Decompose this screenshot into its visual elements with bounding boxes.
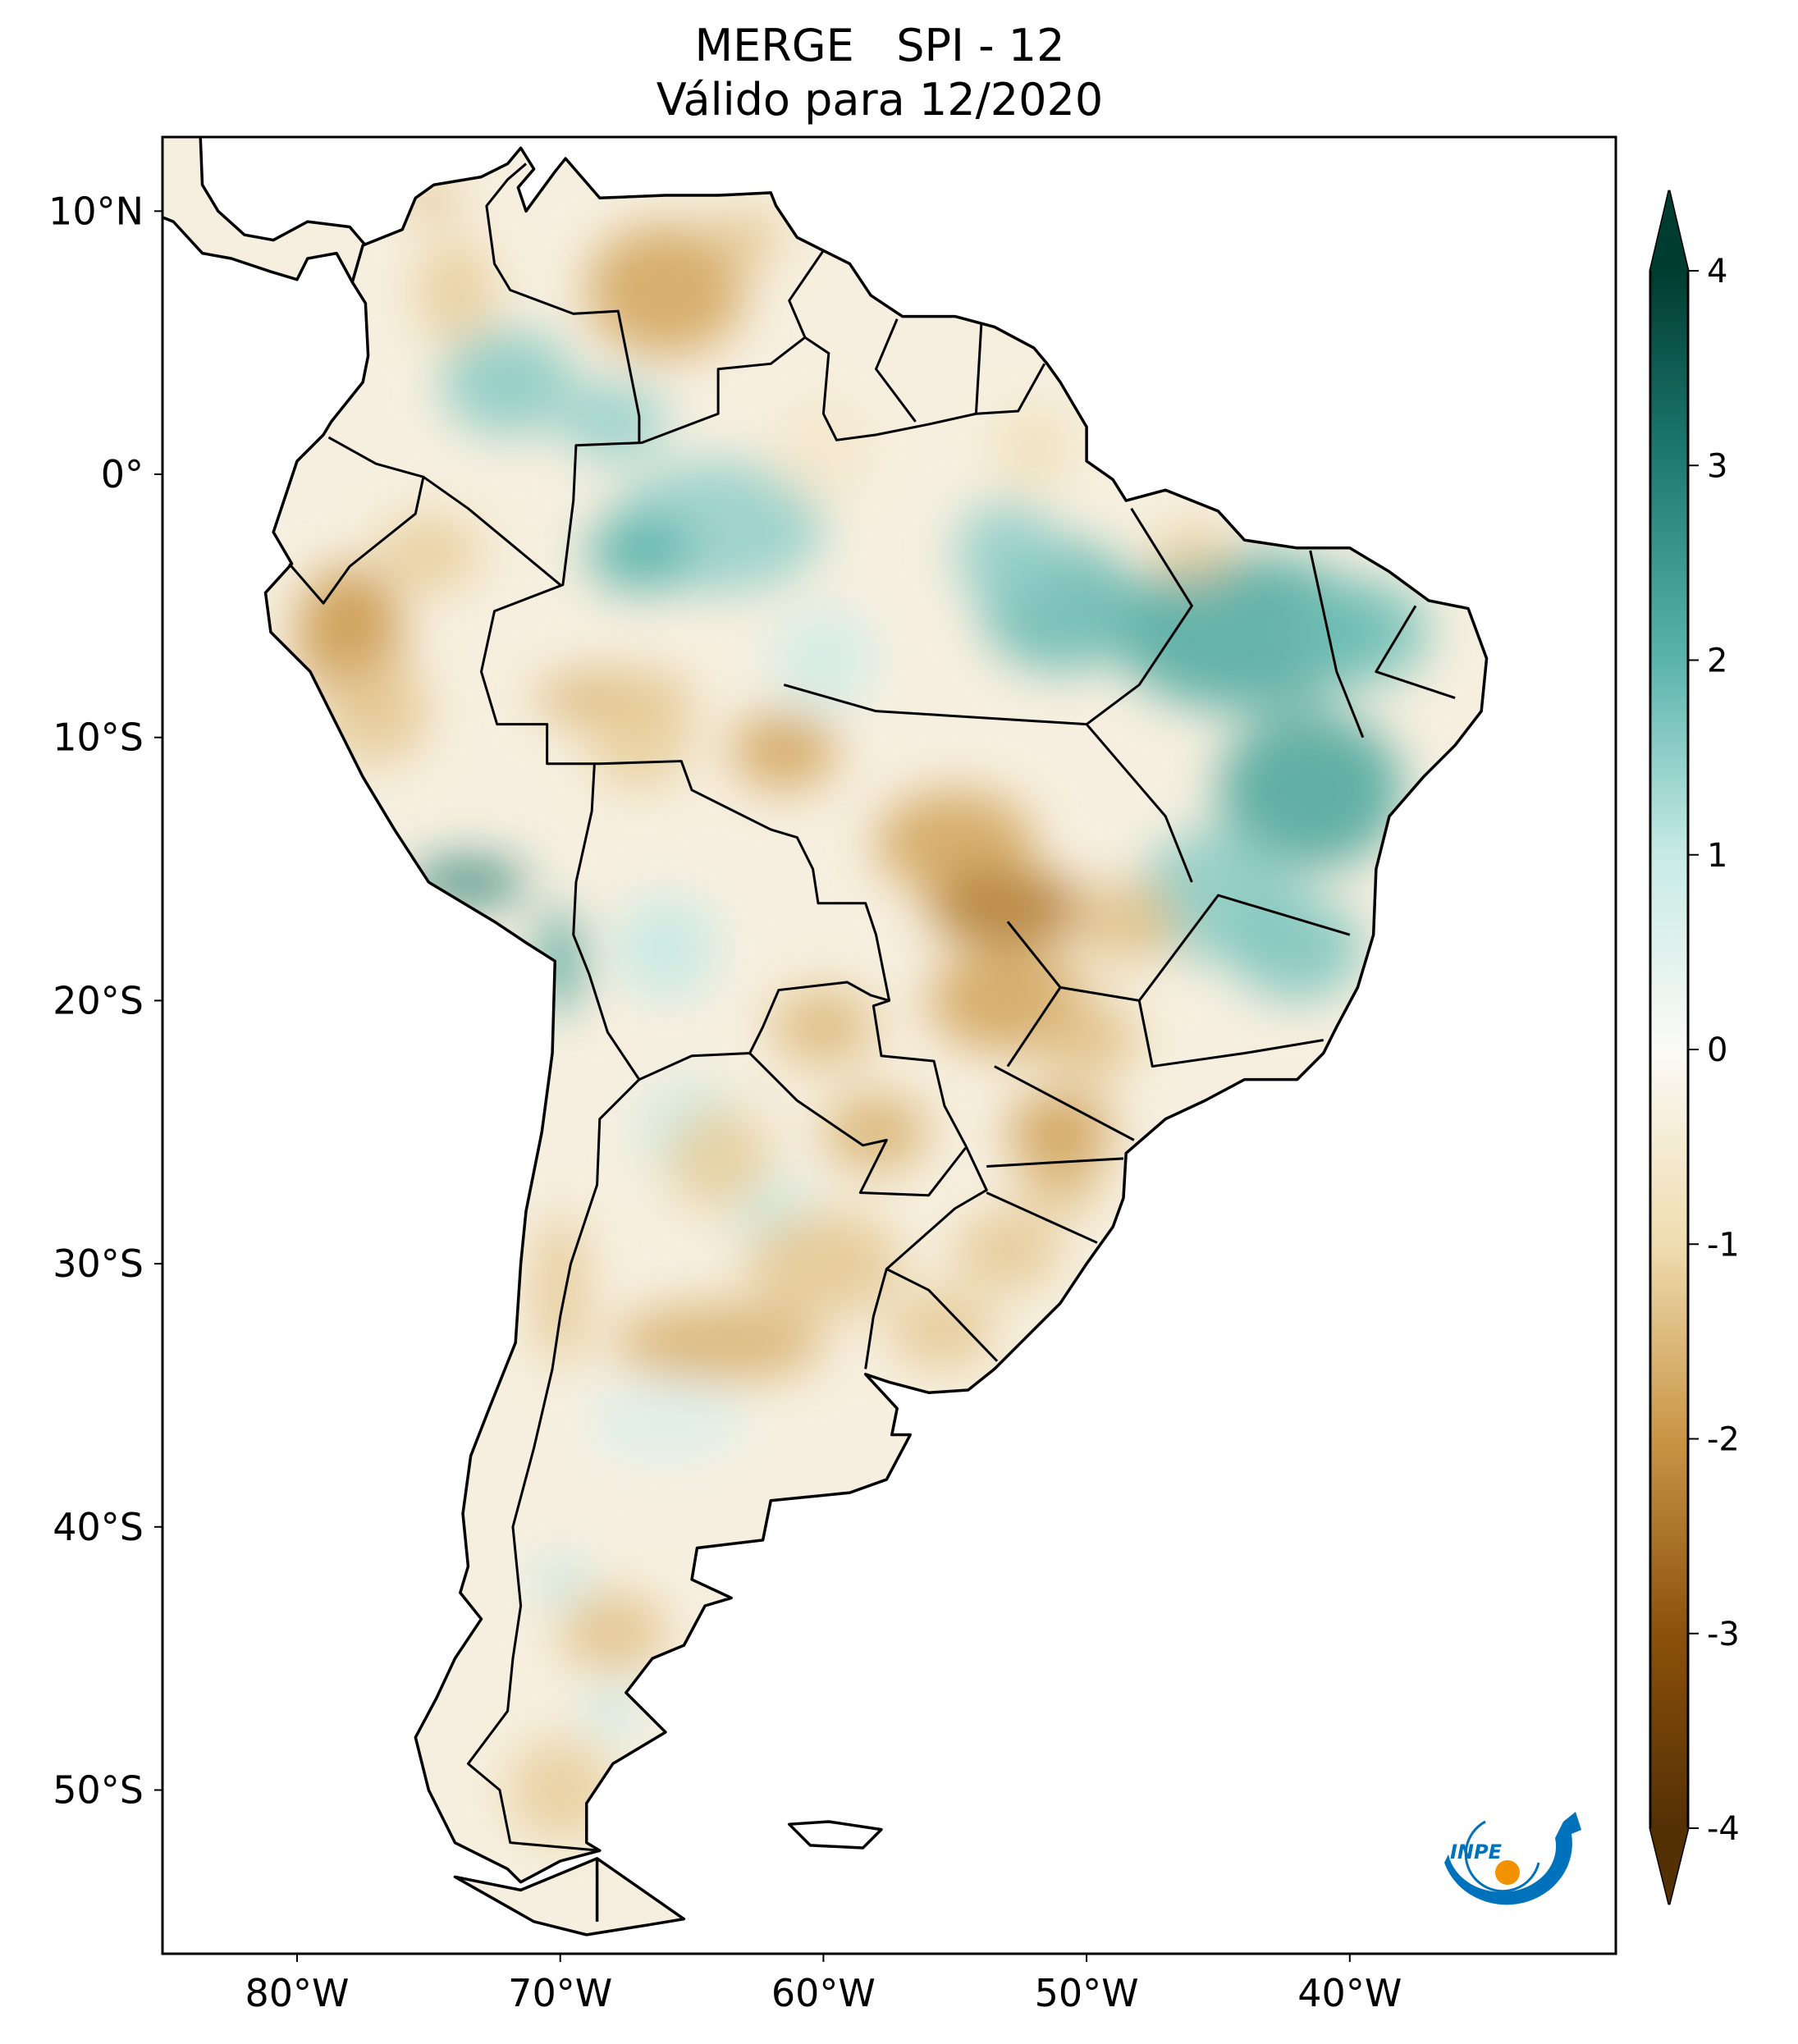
- logo-orbit-line: [1464, 1820, 1540, 1893]
- colorbar: 4 3 2 1 0 -1 -2 -3 -4: [1649, 190, 1740, 1905]
- guianas-borders: [789, 250, 981, 421]
- spi-anomaly-patch: [1218, 711, 1402, 870]
- spi-anomaly-patch: [1033, 1000, 1140, 1080]
- colorbar-tick-label: 2: [1707, 642, 1727, 680]
- spi-anomaly-patch: [415, 237, 495, 343]
- spi-anomaly-patch: [323, 658, 429, 764]
- spi-anomaly-patch: [994, 408, 1074, 488]
- spi-anomaly-patch: [376, 514, 482, 593]
- lon-tick-label: 60°W: [771, 1971, 876, 2015]
- lat-tick-label: 0°: [101, 452, 144, 496]
- spi-anomaly-patch: [771, 606, 876, 711]
- spi-anomaly-patch: [1073, 882, 1179, 962]
- colorbar-tick-label: 4: [1707, 253, 1727, 290]
- spi-anomaly-patch: [586, 1685, 639, 1738]
- lat-tick-label: 40°S: [53, 1505, 144, 1549]
- colorbar-tick-label: -2: [1707, 1421, 1740, 1459]
- lat-tick-label: 20°S: [53, 978, 144, 1022]
- spi-anomaly-patch: [533, 1552, 587, 1607]
- spi-anomaly-patch: [1152, 527, 1232, 580]
- spi-anomaly-patch: [889, 1290, 995, 1370]
- colorbar-tick-label: 3: [1707, 447, 1727, 485]
- inpe-logo: INPE: [1444, 1812, 1581, 1905]
- spi-anomaly-patch: [1297, 579, 1430, 685]
- lon-tick-label: 50°W: [1035, 1971, 1139, 2015]
- spi-anomaly-patch: [441, 329, 574, 435]
- longitude-axis: 80°W 70°W 60°W 50°W 40°W: [245, 1954, 1402, 2015]
- plot-frame: [161, 135, 1617, 1955]
- spi-anomaly-patch: [771, 395, 876, 501]
- logo-text: INPE: [1450, 1841, 1503, 1863]
- colombia-venezuela-border: [487, 164, 639, 443]
- spi-anomaly-patch: [507, 1737, 613, 1843]
- lat-tick-label: 10°N: [48, 189, 144, 233]
- colombia-peru-border: [423, 477, 560, 584]
- spi-anomaly-patch: [586, 1382, 745, 1461]
- colorbar-body: [1649, 190, 1690, 1905]
- lon-tick-label: 40°W: [1297, 1971, 1402, 2015]
- colorbar-extend-max: [1650, 190, 1688, 271]
- spi-anomaly-patch: [744, 1210, 903, 1317]
- brazil-border: [481, 337, 1044, 1361]
- colorbar-tick-label: 0: [1707, 1031, 1727, 1069]
- spi-anomaly-patch: [1231, 895, 1363, 1001]
- logo-dot: [1495, 1860, 1520, 1885]
- map-area: [162, 137, 1487, 1935]
- colorbar-tick-label: -1: [1707, 1226, 1740, 1264]
- ecuador-borders: [289, 437, 423, 603]
- lon-tick-label: 70°W: [508, 1971, 612, 2015]
- argentina-uruguay-border: [866, 1269, 887, 1370]
- spi-anomaly-patch: [928, 869, 1087, 949]
- lon-tick-label: 80°W: [245, 1971, 349, 2015]
- spi-field: [297, 182, 1430, 1843]
- spi-anomaly-patch: [954, 501, 1061, 606]
- spi-anomaly-patch: [823, 1092, 929, 1172]
- chart-subtitle: Válido para 12/2020: [657, 74, 1103, 126]
- spi-anomaly-patch: [612, 1303, 824, 1383]
- spi-anomaly-patch: [1007, 1092, 1114, 1172]
- lat-tick-label: 50°S: [53, 1768, 144, 1813]
- spi-anomaly-patch: [612, 895, 719, 1001]
- latitude-axis: 10°N 0° 10°S 20°S 30°S 40°S 50°S: [48, 189, 162, 1813]
- spi-anomaly-patch: [771, 987, 876, 1067]
- falkland-islands: [789, 1822, 881, 1848]
- spi-anomaly-patch: [954, 1210, 1061, 1291]
- argentina-chile-border: [468, 764, 638, 1850]
- central-america-land: [162, 137, 366, 282]
- tierra-del-fuego-land: [455, 1858, 684, 1935]
- spi-anomaly-patch: [560, 1592, 666, 1672]
- spi-anomaly-patch: [731, 711, 837, 790]
- argentina-bolivia-paraguay-border: [639, 982, 966, 1196]
- spi-anomaly-patch: [586, 224, 745, 356]
- lat-tick-label: 30°S: [53, 1241, 144, 1286]
- spi-anomaly-patch: [665, 1105, 771, 1211]
- colorbar-tick-label: -3: [1707, 1616, 1740, 1653]
- spi-anomaly-patch: [876, 789, 1034, 896]
- logo-arrow-icon: [1444, 1812, 1581, 1905]
- colorbar-tick-label: -4: [1707, 1810, 1740, 1848]
- spi-anomaly-patch: [1020, 1158, 1100, 1211]
- spi-anomaly-patch: [705, 211, 785, 264]
- spi-anomaly-patch: [586, 514, 693, 593]
- colorbar-extend-min: [1650, 1828, 1688, 1905]
- spi-anomaly-patch: [586, 684, 693, 790]
- colorbar-tick-label: 1: [1707, 837, 1727, 875]
- spi-anomaly-patch: [533, 1210, 587, 1370]
- brazil-states-borders: [784, 509, 1455, 1243]
- lat-tick-label: 10°S: [53, 716, 144, 760]
- spi-anomaly-patch: [1113, 553, 1376, 711]
- chart-title: MERGE SPI - 12: [695, 20, 1065, 71]
